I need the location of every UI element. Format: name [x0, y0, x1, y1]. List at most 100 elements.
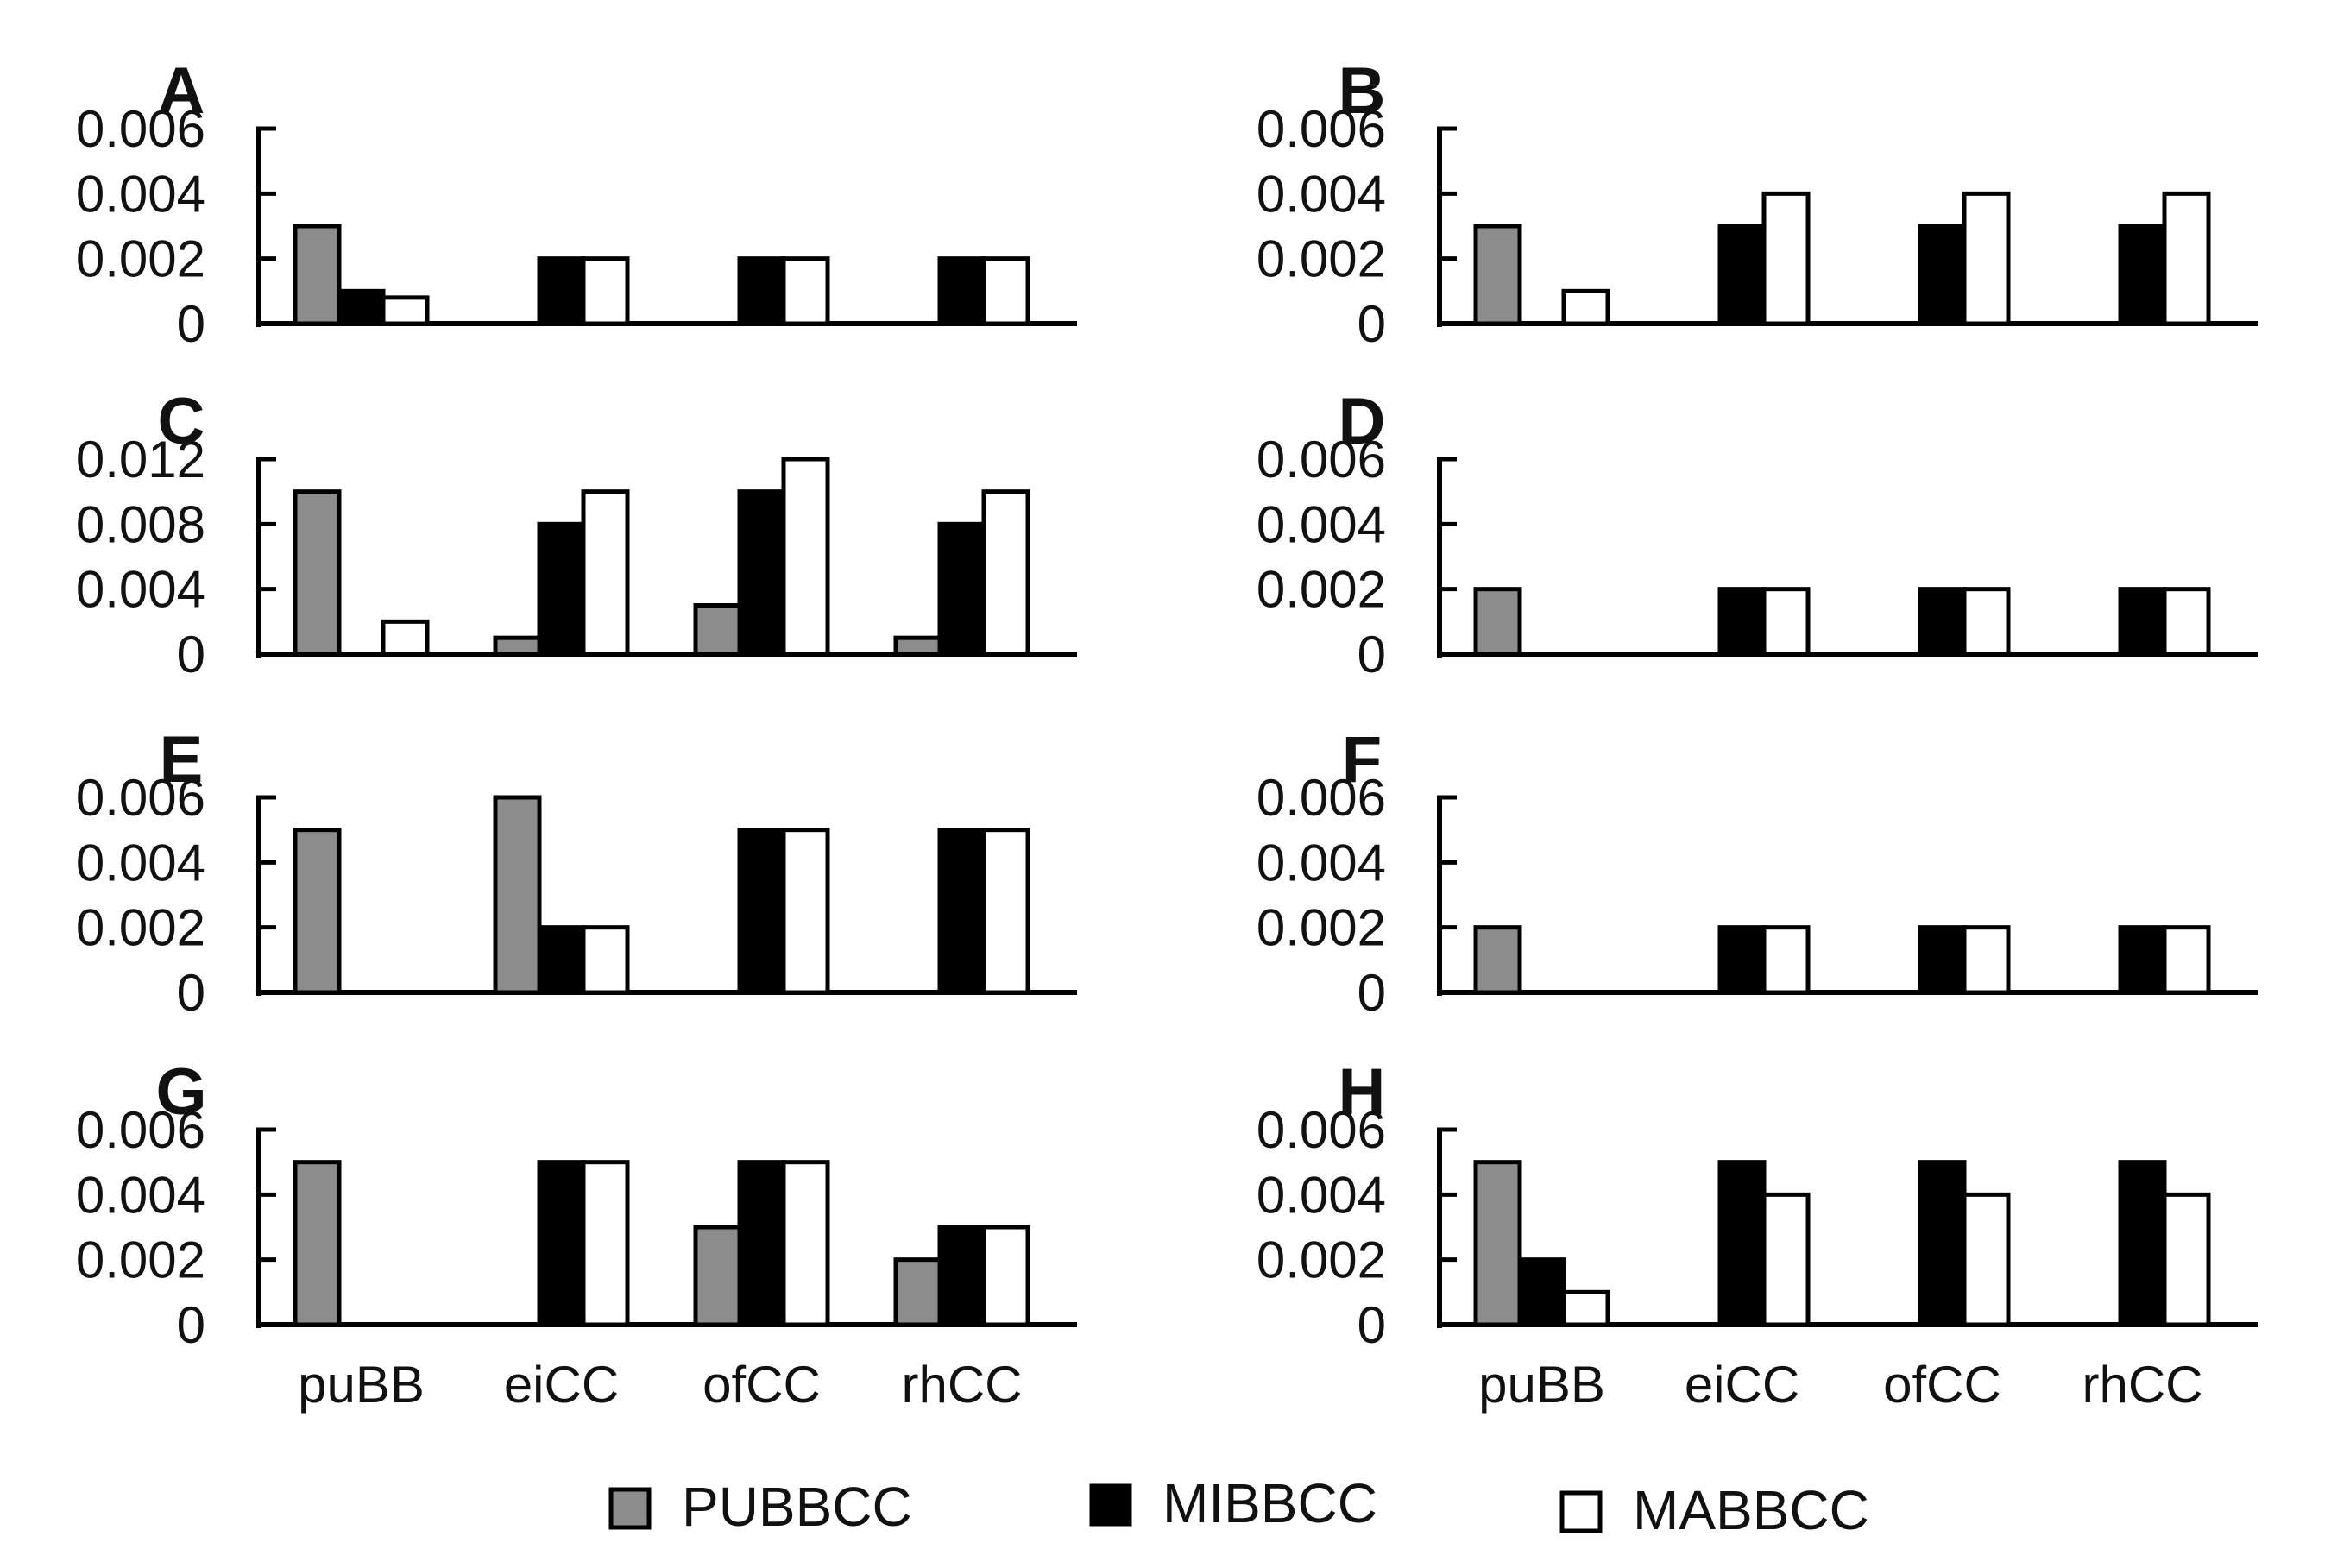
- bar-pubbcc-eicc: [493, 635, 542, 657]
- y-tick-label: 0: [177, 1296, 205, 1354]
- bar-mibbcc-eicc: [537, 1160, 586, 1327]
- panel-letter: H: [1339, 1055, 1386, 1129]
- legend-swatch-pubbcc: [608, 1487, 652, 1530]
- bar-mibbcc-ofcc: [1918, 224, 1967, 326]
- y-tick-label: 0: [177, 626, 205, 683]
- bar-mabbcc-eicc: [581, 925, 630, 995]
- bar-pubbcc-pubb: [1473, 1160, 1522, 1327]
- bar-mibbcc-pubb: [337, 288, 386, 326]
- bar-mabbcc-ofcc: [781, 457, 830, 657]
- bar-pubbcc-ofcc: [693, 603, 742, 657]
- y-tick-label: 0: [1358, 626, 1386, 683]
- bar-mabbcc-pubb: [1561, 1289, 1610, 1327]
- x-category-label: puBB: [298, 1356, 425, 1414]
- bar-mabbcc-ofcc: [781, 256, 830, 326]
- y-tick-label: 0.002: [76, 899, 205, 957]
- legend-label-pubbcc: PUBBCC: [682, 1476, 912, 1538]
- bar-mabbcc-eicc: [1761, 191, 1811, 326]
- legend-swatch-mibbcc: [1089, 1483, 1132, 1527]
- panel-c: C0.012 0.008 0.004 0: [76, 385, 1077, 683]
- panel-d: D0.006 0.004 0.002 0: [1257, 385, 2258, 683]
- y-tick-label: 0.008: [76, 495, 205, 553]
- legend: PUBBCC MIBBCC MABBCC: [608, 1472, 1869, 1541]
- bar-mabbcc-pubb: [381, 619, 430, 657]
- bar-mabbcc-rhcc: [2162, 925, 2211, 995]
- bar-mibbcc-rhcc: [2118, 224, 2167, 326]
- y-tick-label: 0.006: [76, 100, 205, 158]
- y-tick-label: 0.004: [1257, 1166, 1386, 1224]
- bar-pubbcc-pubb: [293, 1160, 342, 1327]
- y-tick-label: 0.004: [76, 561, 205, 619]
- y-tick-label: 0: [1358, 964, 1386, 1022]
- bar-mabbcc-pubb: [1561, 288, 1610, 326]
- bar-mabbcc-rhcc: [981, 828, 1030, 995]
- bar-pubbcc-pubb: [1473, 587, 1522, 657]
- y-tick-label: 0: [1358, 1296, 1386, 1354]
- bar-pubbcc-pubb: [1473, 925, 1522, 995]
- y-tick-label: 0.004: [76, 1166, 205, 1224]
- panel-letter: A: [158, 54, 205, 128]
- y-tick-label: 0: [177, 964, 205, 1022]
- bar-mabbcc-ofcc: [1962, 191, 2011, 326]
- panel-g: G0.006 0.004 0.002 0 puBB eiCC ofCC rhCC: [76, 1055, 1077, 1414]
- bar-mabbcc-rhcc: [981, 1225, 1030, 1327]
- bar-mabbcc-eicc: [581, 256, 630, 326]
- bar-mibbcc-ofcc: [1918, 1160, 1967, 1327]
- panel-f: F0.006 0.004 0.002 0: [1257, 723, 2258, 1022]
- bar-mibbcc-rhcc: [937, 1225, 986, 1327]
- y-tick-label: 0.002: [76, 1231, 205, 1289]
- x-category-label: rhCC: [2082, 1356, 2202, 1414]
- bar-mabbcc-eicc: [1761, 1192, 1811, 1327]
- y-tick-label: 0.002: [1257, 230, 1386, 288]
- x-category-label: eiCC: [504, 1356, 619, 1414]
- panel-e: E0.006 0.004 0.002 0: [76, 723, 1077, 1022]
- x-category-label: ofCC: [702, 1356, 821, 1414]
- panel-letter: C: [158, 385, 205, 458]
- panel-a: A0.006 0.004 0.002 0: [76, 54, 1077, 353]
- bar-mibbcc-eicc: [537, 521, 586, 657]
- bar-pubbcc-eicc: [493, 795, 542, 995]
- bar-mibbcc-ofcc: [737, 828, 786, 995]
- bar-mabbcc-rhcc: [2162, 587, 2211, 657]
- y-tick-label: 0.002: [1257, 899, 1386, 957]
- bar-mibbcc-rhcc: [2118, 587, 2167, 657]
- bar-mibbcc-rhcc: [2118, 925, 2167, 995]
- bar-mibbcc-ofcc: [1918, 587, 1967, 657]
- chart-panels: A0.0060.0040.0020B0.0060.0040.0020C0.012…: [76, 54, 2258, 1414]
- y-tick-label: 0.004: [76, 834, 205, 891]
- bar-mibbcc-rhcc: [937, 521, 986, 657]
- y-tick-label: 0: [1358, 295, 1386, 353]
- bar-mibbcc-eicc: [537, 925, 586, 995]
- panel-letter: G: [155, 1055, 206, 1129]
- bar-pubbcc-pubb: [293, 489, 342, 657]
- bar-mabbcc-eicc: [1761, 587, 1811, 657]
- panel-letter: B: [1339, 54, 1386, 128]
- y-tick-label: 0.004: [1257, 834, 1386, 891]
- bar-mabbcc-ofcc: [781, 1160, 830, 1327]
- panel-letter: E: [160, 723, 204, 797]
- x-category-label: rhCC: [901, 1356, 1022, 1414]
- y-tick-label: 0: [177, 295, 205, 353]
- bar-mibbcc-rhcc: [2118, 1160, 2167, 1327]
- bar-pubbcc-ofcc: [693, 1225, 742, 1327]
- bar-mabbcc-pubb: [381, 295, 430, 326]
- bar-mibbcc-ofcc: [737, 256, 786, 326]
- y-tick-label: 0.004: [1257, 165, 1386, 223]
- y-tick-label: 0.006: [1257, 431, 1386, 488]
- x-category-label: puBB: [1478, 1356, 1605, 1414]
- bar-mabbcc-ofcc: [1962, 1192, 2011, 1327]
- panel-b: B0.006 0.004 0.002 0: [1257, 54, 2258, 353]
- x-category-label: ofCC: [1883, 1356, 2001, 1414]
- bar-mabbcc-eicc: [1761, 925, 1811, 995]
- legend-label-mabbcc: MABBCC: [1633, 1479, 1869, 1541]
- y-tick-label: 0.006: [1257, 769, 1386, 827]
- legend-swatch-mabbcc: [1559, 1490, 1603, 1533]
- panel-letter: D: [1339, 385, 1386, 458]
- bar-mabbcc-eicc: [581, 1160, 630, 1327]
- bar-mibbcc-eicc: [1717, 1160, 1767, 1327]
- y-tick-label: 0.006: [76, 769, 205, 827]
- bar-mabbcc-rhcc: [2162, 1192, 2211, 1327]
- y-tick-label: 0.002: [1257, 561, 1386, 619]
- y-tick-label: 0.002: [1257, 1231, 1386, 1289]
